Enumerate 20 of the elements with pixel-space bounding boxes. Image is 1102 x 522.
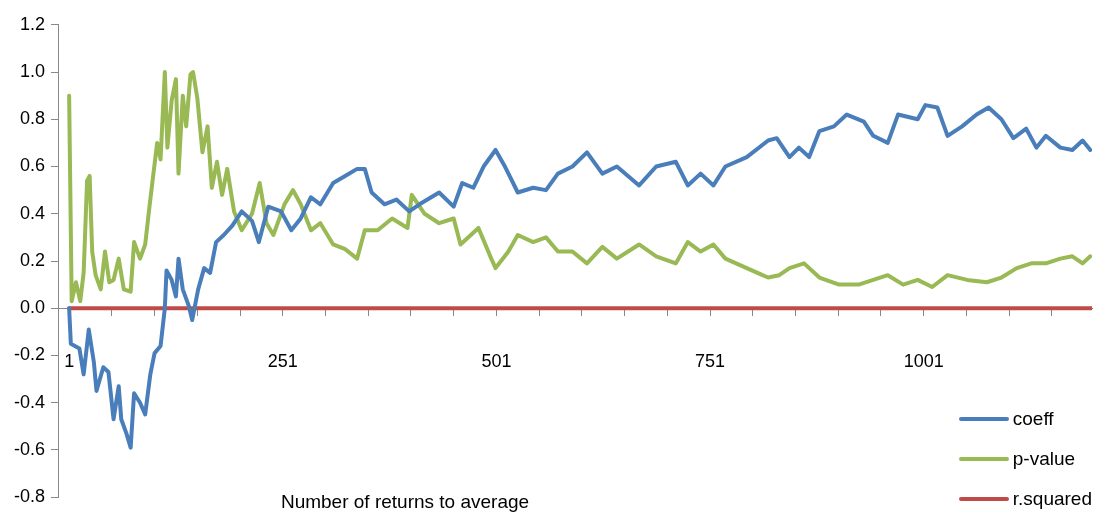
x-axis-title: Number of returns to average — [280, 490, 530, 512]
x-tick-label: 1 — [64, 351, 75, 372]
x-tick-label: 751 — [695, 351, 726, 372]
y-tick-label: 0.0 — [19, 297, 46, 318]
y-tick-label: -0.4 — [13, 391, 46, 412]
y-tick-label: -0.6 — [13, 438, 46, 459]
y-tick-label: -0.8 — [13, 486, 46, 507]
x-tick-label: 501 — [481, 351, 512, 372]
x-tick-label: 1001 — [903, 351, 944, 372]
y-tick-label: 0.6 — [19, 155, 46, 176]
legend-label: r.squared — [1012, 488, 1092, 510]
y-tick-label: 0.8 — [19, 108, 46, 129]
x-tick-label: 251 — [267, 351, 298, 372]
legend-label: coeff — [1012, 408, 1054, 430]
y-tick-label: 0.2 — [19, 249, 46, 270]
y-tick-label: 1.2 — [19, 13, 46, 34]
legend-label: p-value — [1012, 448, 1076, 470]
y-tick-label: 1.0 — [19, 61, 46, 82]
y-tick-label: 0.4 — [19, 202, 46, 223]
y-tick-label: -0.2 — [13, 344, 46, 365]
